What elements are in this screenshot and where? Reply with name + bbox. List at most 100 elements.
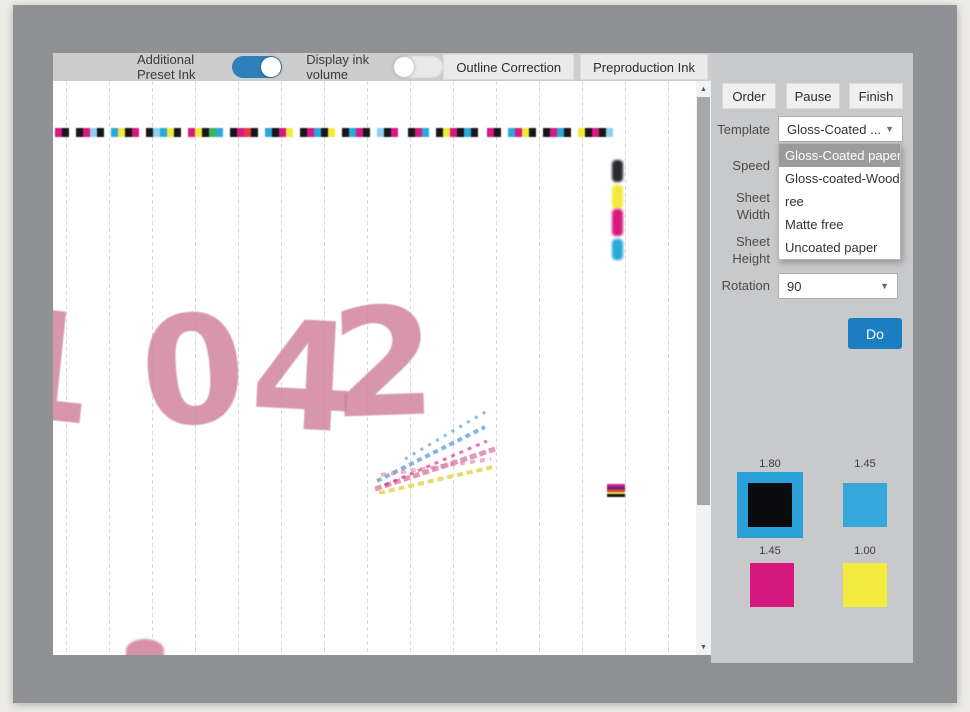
color-patch: [349, 128, 356, 137]
color-patch: [599, 128, 606, 137]
rotation-dropdown[interactable]: 90 ▼: [778, 273, 898, 299]
color-patch: [97, 128, 104, 137]
toggle-knob: [394, 57, 415, 77]
color-patch: [564, 128, 571, 137]
registration-mark: [607, 484, 625, 497]
color-patch: [230, 128, 237, 137]
ink-value-magenta: 1.45: [759, 545, 781, 557]
color-patch: [118, 128, 125, 137]
artwork-fragment: [126, 639, 164, 655]
rotation-value: 90: [787, 278, 802, 294]
gridline: [152, 81, 153, 655]
flag-stripe: [607, 484, 625, 487]
color-patch: [606, 128, 613, 137]
template-option[interactable]: Gloss-Coated paper: [779, 144, 900, 167]
artwork-partial-digit: 1: [53, 276, 105, 460]
gridline: [324, 81, 325, 655]
ink-density-chip: [612, 209, 623, 236]
flag-stripe: [607, 494, 625, 497]
gridline: [195, 81, 196, 655]
template-option[interactable]: ree: [785, 194, 804, 209]
flag-stripe: [607, 489, 625, 492]
color-patch: [125, 128, 132, 137]
gridline: [453, 81, 454, 655]
ink-swatch-cyan[interactable]: [843, 483, 887, 527]
ink-swatch-black[interactable]: [737, 472, 803, 538]
additional-preset-ink-toggle[interactable]: [232, 56, 283, 78]
scroll-up-icon[interactable]: ▲: [696, 81, 711, 97]
chevron-down-icon: ▼: [880, 281, 889, 291]
color-patch: [83, 128, 90, 137]
color-patch: [76, 128, 83, 137]
color-patch: [550, 128, 557, 137]
ink-swatch-yellow[interactable]: [843, 563, 887, 607]
order-button[interactable]: Order: [722, 83, 776, 109]
color-patch: [363, 128, 370, 137]
gridline: [625, 81, 626, 655]
vertical-scrollbar[interactable]: ▲ ▼: [696, 81, 711, 655]
gridline: [668, 81, 669, 655]
sheet-height-label: Sheet Height: [732, 234, 770, 266]
color-patch: [62, 128, 69, 137]
artwork-digit: 0: [133, 280, 253, 464]
color-patch: [286, 128, 293, 137]
color-patch: [216, 128, 223, 137]
color-patch: [422, 128, 429, 137]
gridline: [367, 81, 368, 655]
pause-button[interactable]: Pause: [786, 83, 840, 109]
color-patch: [384, 128, 391, 137]
color-patch: [515, 128, 522, 137]
color-patch: [408, 128, 415, 137]
do-button[interactable]: Do: [848, 318, 902, 349]
color-patch: [146, 128, 153, 137]
speed-label: Speed: [732, 158, 770, 173]
template-option[interactable]: Gloss-coated-Wood f: [785, 171, 900, 186]
scroll-down-icon[interactable]: ▼: [696, 639, 711, 655]
ink-swatch-magenta[interactable]: [750, 563, 794, 607]
gridline: [496, 81, 497, 655]
display-ink-volume-toggle[interactable]: [393, 56, 444, 78]
print-preview-canvas: 1 0 4 2: [53, 81, 696, 655]
color-patch: [529, 128, 536, 137]
color-patch: [585, 128, 592, 137]
sheet-width-label: Sheet Width: [736, 190, 770, 222]
color-patch: [321, 128, 328, 137]
color-patch: [314, 128, 321, 137]
gridline: [238, 81, 239, 655]
ink-value-yellow: 1.00: [854, 545, 876, 557]
color-patch: [55, 128, 62, 137]
color-patch: [167, 128, 174, 137]
color-patch: [443, 128, 450, 137]
gridline: [66, 81, 67, 655]
color-patch: [557, 128, 564, 137]
color-patch: [464, 128, 471, 137]
ink-density-chip: [612, 160, 623, 182]
ink-value-cyan: 1.45: [854, 458, 876, 470]
template-option[interactable]: Uncoated paper: [785, 240, 878, 255]
color-patch: [195, 128, 202, 137]
template-option[interactable]: Matte free: [785, 217, 844, 232]
color-patch: [543, 128, 550, 137]
scribble-drawing: [375, 409, 496, 494]
template-dropdown[interactable]: Gloss-Coated ... ▼: [778, 116, 903, 142]
color-patch: [209, 128, 216, 137]
color-patch: [457, 128, 464, 137]
scrollbar-thumb[interactable]: [697, 97, 710, 505]
outline-correction-button[interactable]: Outline Correction: [443, 54, 575, 80]
color-patch: [578, 128, 585, 137]
color-patch: [436, 128, 443, 137]
additional-preset-ink-label: Additional Preset Ink: [137, 52, 196, 82]
chevron-down-icon: ▼: [885, 124, 894, 134]
color-patch: [592, 128, 599, 137]
preproduction-ink-button[interactable]: Preproduction Ink: [580, 54, 708, 80]
finish-button[interactable]: Finish: [849, 83, 903, 109]
color-patch: [471, 128, 478, 137]
gridline: [109, 81, 110, 655]
color-patch: [356, 128, 363, 137]
color-patch: [265, 128, 272, 137]
color-patch: [508, 128, 515, 137]
color-patch: [111, 128, 118, 137]
template-label: Template: [717, 122, 770, 137]
color-patch: [522, 128, 529, 137]
